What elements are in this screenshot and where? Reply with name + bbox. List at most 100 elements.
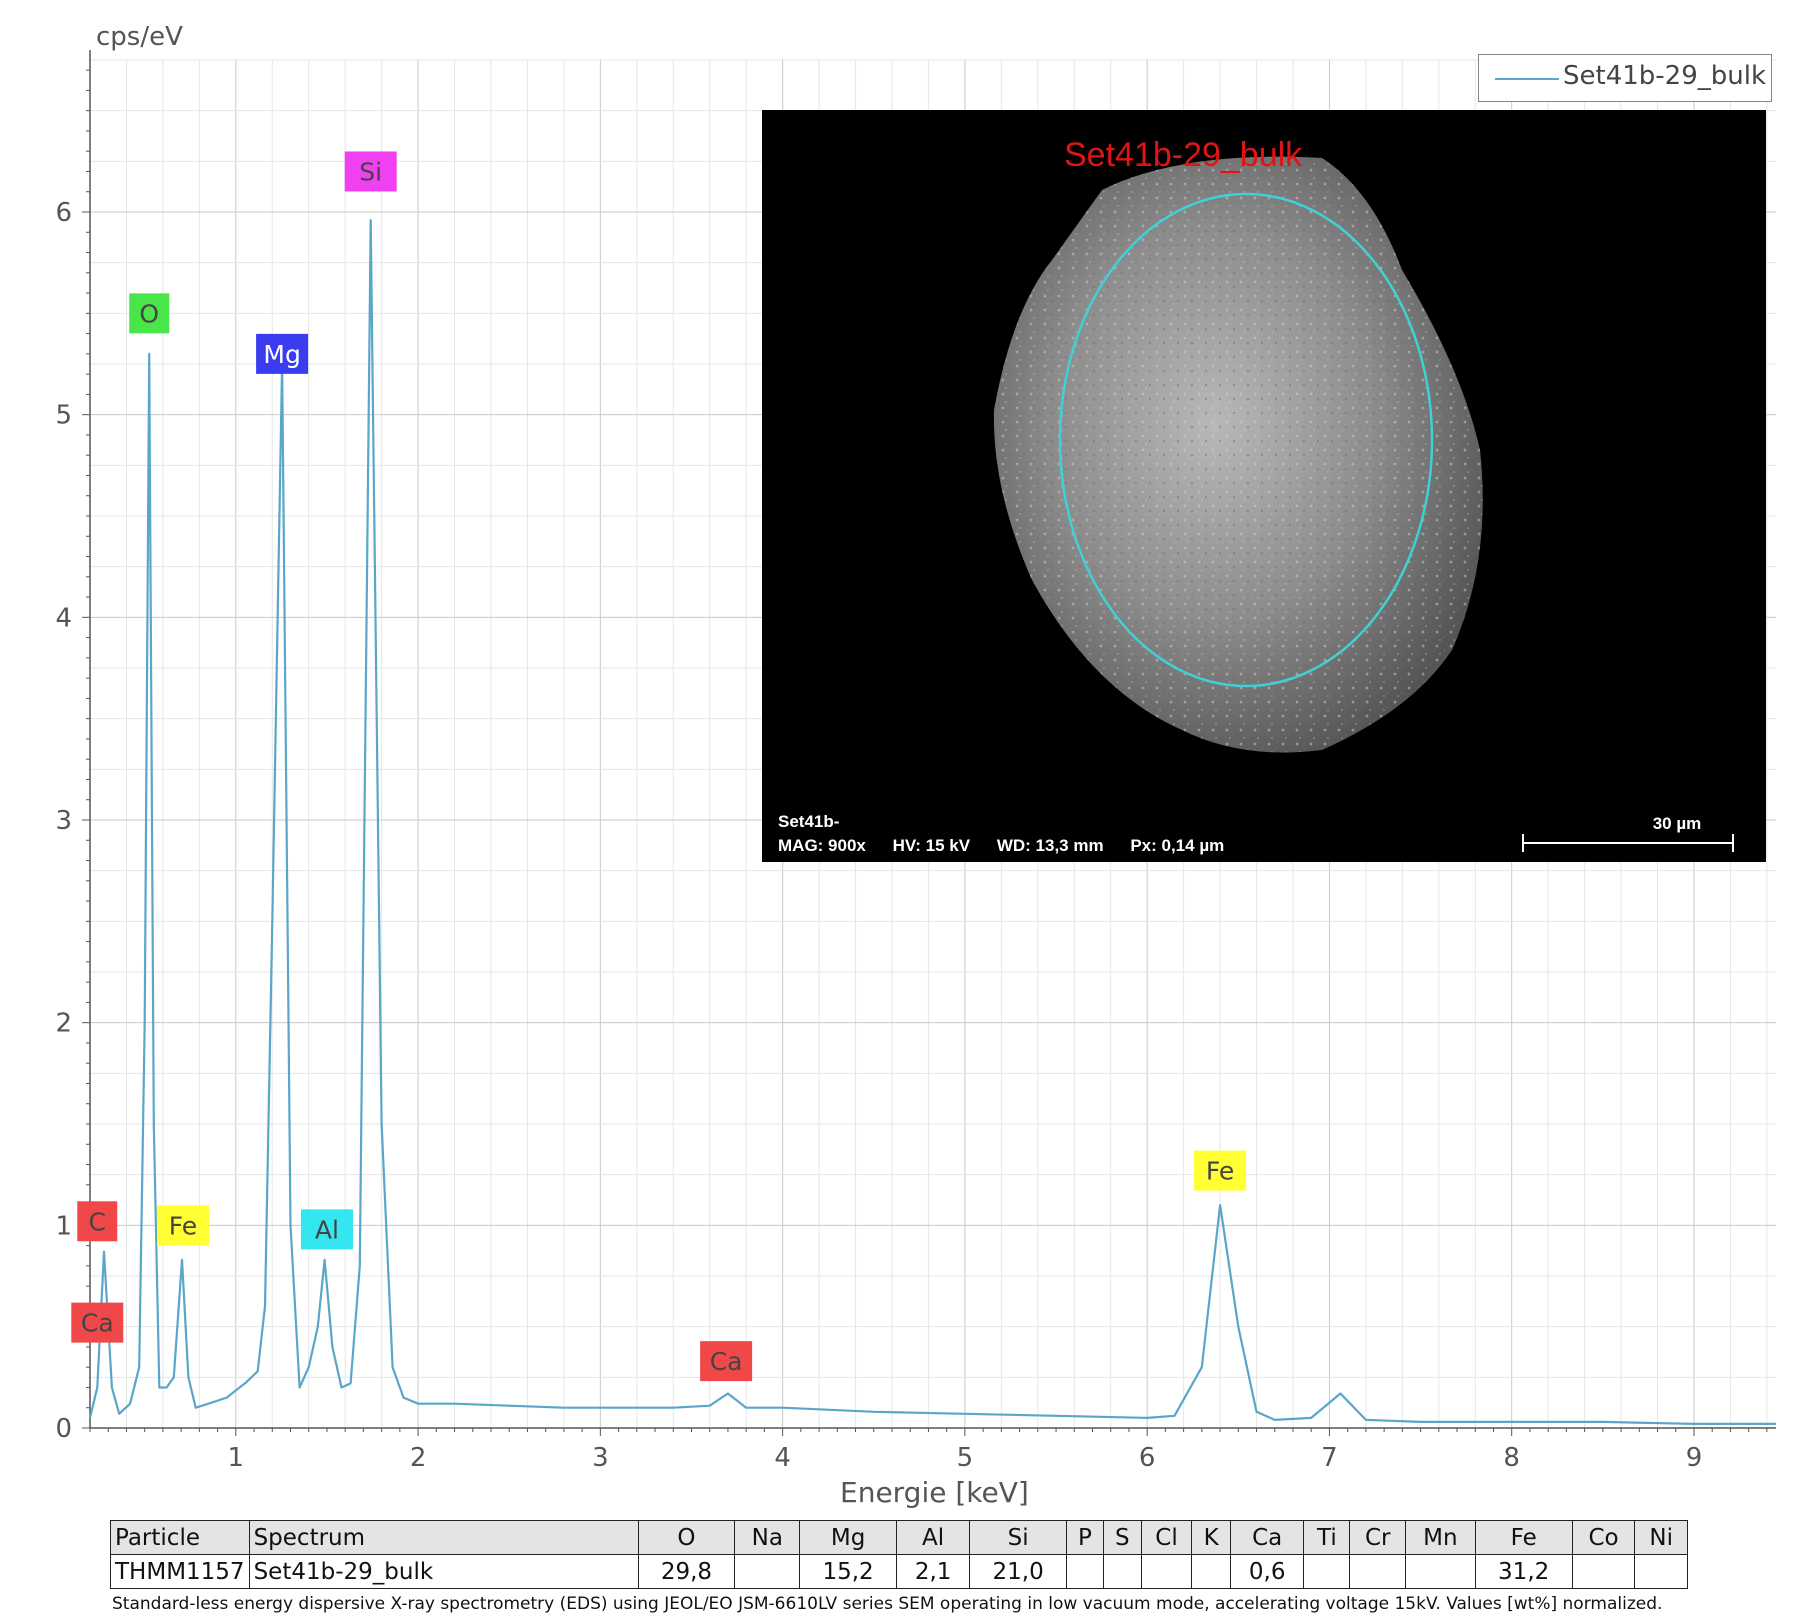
scale-bar (1522, 842, 1734, 844)
table-cell: 29,8 (637, 1554, 736, 1589)
table-cell (1191, 1554, 1232, 1589)
scale-bar-cap-left (1522, 834, 1524, 852)
table-cell (1303, 1554, 1351, 1589)
peak-label-text: O (139, 299, 159, 328)
inset-hv: HV: 15 kV (892, 836, 971, 855)
peak-label-text: Al (315, 1215, 339, 1244)
y-axis-label: cps/eV (96, 22, 183, 52)
y-tick-label: 2 (55, 1009, 72, 1039)
sem-particle-image (993, 156, 1483, 753)
table-cell (734, 1554, 801, 1589)
table-header-cell: S (1102, 1520, 1142, 1555)
spectrum-line (88, 219, 1776, 1426)
scale-bar-cap-right (1732, 834, 1734, 852)
table-cell: 21,0 (969, 1554, 1068, 1589)
table-header-cell: Particle (110, 1520, 250, 1555)
table-header-cell: Si (969, 1520, 1068, 1555)
x-tick-label: 2 (410, 1443, 427, 1473)
table-header-cell: Co (1571, 1520, 1636, 1555)
axes (82, 50, 1776, 1436)
legend: Set41b-29_bulk (1478, 54, 1772, 102)
peak-label-text: Mg (263, 340, 300, 369)
table-row: THMM1157 Set41b-29_bulk 29,8 15,2 2,1 21… (110, 1554, 1688, 1589)
peak-label-box (129, 293, 170, 334)
peak-label: Fe (156, 1205, 209, 1246)
table-header-row: Particle Spectrum O Na Mg Al Si P S Cl K… (110, 1520, 1688, 1555)
footnote: Standard-less energy dispersive X-ray sp… (112, 1594, 1663, 1614)
peak-label-text: Ca (710, 1347, 743, 1376)
x-tick-label: 3 (592, 1443, 609, 1473)
inset-mag: MAG: 900x (778, 836, 866, 855)
x-tick-label: 8 (1503, 1443, 1520, 1473)
table-cell (1140, 1554, 1193, 1589)
table-header-cell: Mn (1404, 1520, 1476, 1555)
legend-label: Set41b-29_bulk (1563, 61, 1767, 91)
x-tick-label: 5 (957, 1443, 974, 1473)
y-tick-label: 0 (55, 1414, 72, 1444)
table-cell (1066, 1554, 1104, 1589)
table-header-cell: Spectrum (248, 1520, 639, 1555)
table-cell (1102, 1554, 1142, 1589)
table-header-cell: Ni (1634, 1520, 1688, 1555)
peak-label: Si (344, 151, 397, 192)
analysis-region-ellipse (1058, 192, 1434, 688)
inset-wd: WD: 13,3 mm (996, 836, 1104, 855)
peak-label-box (71, 1302, 124, 1343)
inset-px: Px: 0,14 µm (1130, 836, 1225, 855)
scale-bar-label: 30 µm (1652, 814, 1702, 833)
peak-label-box (256, 333, 309, 374)
y-tick-label: 1 (55, 1211, 72, 1241)
table-header-cell: K (1191, 1520, 1232, 1555)
tick-labels: 1 2 3 4 5 6 7 8 9 0 1 2 3 4 5 6 (55, 198, 1702, 1473)
table-header-cell: P (1066, 1520, 1104, 1555)
table-header-cell: Ca (1230, 1520, 1305, 1555)
table-header-cell: Na (734, 1520, 801, 1555)
inset-sample-label: Set41b- (778, 812, 840, 831)
composition-table: Particle Spectrum O Na Mg Al Si P S Cl K… (110, 1520, 1688, 1589)
table-cell: Set41b-29_bulk (248, 1554, 639, 1589)
y-tick-label: 5 (55, 401, 72, 431)
table-header-cell: Cl (1140, 1520, 1193, 1555)
table-header-cell: Al (895, 1520, 971, 1555)
x-axis-label: Energie [keV] (840, 1476, 1029, 1509)
x-tick-label: 9 (1686, 1443, 1703, 1473)
peak-label-box (1194, 1150, 1247, 1191)
series-layer (88, 219, 1776, 1426)
table-cell: THMM1157 (110, 1554, 250, 1589)
table-cell: 2,1 (895, 1554, 971, 1589)
peak-label: C (77, 1201, 118, 1242)
peak-label-box (156, 1205, 209, 1246)
table-cell (1571, 1554, 1636, 1589)
peak-label-text: C (89, 1207, 106, 1236)
table-cell (1404, 1554, 1476, 1589)
y-tick-label: 4 (55, 603, 72, 633)
peak-label: Ca (700, 1341, 753, 1382)
peak-labels: C Ca O Fe Mg Al Si Ca Fe (71, 151, 1247, 1382)
sem-image-inset: Set41b-29_bulk Set41b- MAG: 900x HV: 15 … (762, 110, 1766, 862)
table-header-cell: Fe (1474, 1520, 1573, 1555)
x-tick-label: 6 (1139, 1443, 1156, 1473)
peak-label-text: Si (359, 157, 382, 186)
peak-label-text: Ca (81, 1309, 114, 1338)
table-header-cell: Mg (799, 1520, 897, 1555)
table-header-cell: O (637, 1520, 736, 1555)
peak-label-box (700, 1341, 753, 1382)
peak-label: Al (300, 1209, 353, 1250)
inset-parameters: MAG: 900x HV: 15 kV WD: 13,3 mm Px: 0,14… (778, 836, 1246, 856)
peak-label: O (129, 293, 170, 334)
peak-label: Ca (71, 1302, 124, 1343)
peak-label: Mg (256, 333, 309, 374)
inset-title: Set41b-29_bulk (1064, 136, 1303, 174)
table-cell: 0,6 (1230, 1554, 1305, 1589)
legend-swatch (1495, 78, 1559, 80)
table-header-cell: Cr (1349, 1520, 1406, 1555)
peak-label-text: Fe (1206, 1157, 1234, 1186)
peak-label-box (344, 151, 397, 192)
y-tick-label: 3 (55, 806, 72, 836)
peak-label-box (77, 1201, 118, 1242)
x-tick-label: 7 (1321, 1443, 1338, 1473)
x-tick-label: 1 (228, 1443, 245, 1473)
peak-label-text: Fe (169, 1211, 197, 1240)
table-cell: 31,2 (1474, 1554, 1573, 1589)
